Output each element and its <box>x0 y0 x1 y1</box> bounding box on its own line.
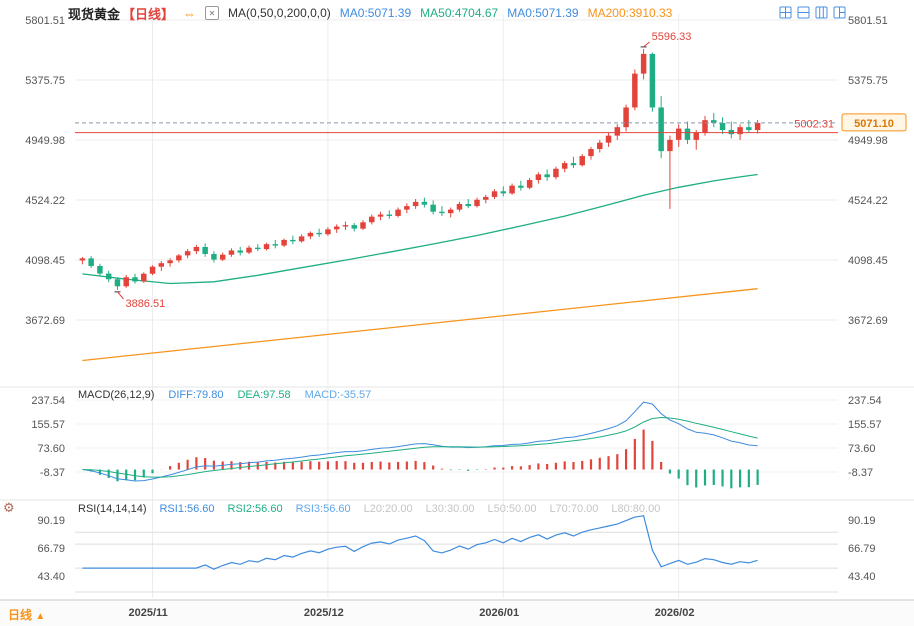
candlestick-series <box>79 48 761 290</box>
macd-title[interactable]: MACD(26,12,9) <box>78 389 155 401</box>
svg-text:3886.51: 3886.51 <box>125 298 165 310</box>
ma-lines <box>82 173 758 362</box>
date-label: 2025/11 <box>128 607 168 619</box>
svg-text:90.19: 90.19 <box>848 515 876 527</box>
svg-text:73.60: 73.60 <box>848 443 876 455</box>
macd-diff-value: DIFF:79.80 <box>168 389 224 401</box>
svg-text:-8.37: -8.37 <box>40 467 65 479</box>
caret-up-icon: ▲ <box>35 611 46 622</box>
svg-text:4949.98: 4949.98 <box>25 135 65 147</box>
ma-settings-label[interactable]: MA(0,50,0,200,0,0) <box>228 6 331 20</box>
svg-text:66.79: 66.79 <box>848 543 876 555</box>
svg-text:73.60: 73.60 <box>37 443 65 455</box>
svg-text:5002.31: 5002.31 <box>794 119 834 131</box>
svg-text:237.54: 237.54 <box>848 395 882 407</box>
macd-dea-value: DEA:97.58 <box>237 389 291 401</box>
rsi-level-70: L70:70.00 <box>549 503 599 515</box>
rsi-level-50: L50:50.00 <box>487 503 537 515</box>
annotations: 5002.31 5596.33 3886.51 <box>75 31 838 310</box>
chart-header: 现货黄金 【日线】 ⇔ ✕ MA(0,50,0,200,0,0) MA0:507… <box>68 0 672 26</box>
layout-toolbar <box>779 6 846 19</box>
grid <box>0 14 914 600</box>
ma0-value: MA0:5071.39 <box>339 6 412 20</box>
rsi2-value: RSI2:56.60 <box>227 503 283 515</box>
rsi-level-20: L20:20.00 <box>363 503 413 515</box>
svg-text:3672.69: 3672.69 <box>848 315 888 327</box>
svg-text:4949.98: 4949.98 <box>848 135 888 147</box>
date-label: 2025/12 <box>303 607 344 619</box>
rsi-level-80: L80:80.00 <box>611 503 661 515</box>
settings-icon[interactable]: ⚙ <box>3 500 15 515</box>
svg-text:5375.75: 5375.75 <box>25 75 65 87</box>
svg-text:5071.10: 5071.10 <box>854 118 894 130</box>
layout-right-split-icon[interactable] <box>833 6 846 19</box>
period-selector-label: 日线 <box>8 608 33 622</box>
layout-columns-icon[interactable] <box>815 6 828 19</box>
time-axis-bar: 2025/11 2025/12 2026/01 2026/02 日线 ▲ <box>0 600 914 626</box>
macd-macd-value: MACD:-35.57 <box>304 389 372 401</box>
svg-text:4098.45: 4098.45 <box>25 255 65 267</box>
symbol-title: 现货黄金 <box>68 6 121 22</box>
ma50-value: MA50:4704.67 <box>420 6 499 20</box>
svg-text:43.40: 43.40 <box>848 571 876 583</box>
rsi-axis: 90.19 90.19 66.79 66.79 43.40 43.40 <box>37 515 876 593</box>
rsi-label-row: RSI(14,14,14) RSI1:56.60 RSI2:56.60 RSI3… <box>78 503 660 515</box>
period-tag[interactable]: 【日线】 <box>122 6 175 22</box>
macd-label-row: MACD(26,12,9) DIFF:79.80 DEA:97.58 MACD:… <box>78 389 371 401</box>
svg-text:4524.22: 4524.22 <box>848 195 888 207</box>
svg-text:4098.45: 4098.45 <box>848 255 888 267</box>
svg-text:5596.33: 5596.33 <box>652 31 692 43</box>
ma200-value: MA200:3910.33 <box>587 6 673 20</box>
date-axis: 2025/11 2025/12 2026/01 2026/02 <box>0 601 914 626</box>
rsi1-value: RSI1:56.60 <box>159 503 215 515</box>
macd-histogram <box>90 429 759 489</box>
macd-axis: 237.54 237.54 155.57 155.57 73.60 73.60 -8.37 -… <box>31 395 881 479</box>
svg-text:3672.69: 3672.69 <box>25 315 65 327</box>
layout-rows-icon[interactable] <box>797 6 810 19</box>
rsi-level-30: L30:30.00 <box>425 503 475 515</box>
svg-text:43.40: 43.40 <box>37 571 65 583</box>
rsi3-value: RSI3:56.60 <box>295 503 351 515</box>
svg-text:5801.51: 5801.51 <box>848 15 888 27</box>
svg-text:90.19: 90.19 <box>37 515 65 527</box>
svg-text:66.79: 66.79 <box>37 543 65 555</box>
price-axis: 5801.51 5801.51 5375.75 5375.75 4949.98 4949.… <box>25 15 888 327</box>
period-selector[interactable]: 日线 ▲ <box>8 606 45 623</box>
ma-remove-icon[interactable]: ✕ <box>205 6 220 20</box>
svg-text:-8.37: -8.37 <box>848 467 873 479</box>
svg-text:5801.51: 5801.51 <box>25 15 65 27</box>
last-price-tag: 5071.10 <box>841 113 907 132</box>
svg-text:5375.75: 5375.75 <box>848 75 888 87</box>
rsi-line <box>82 515 758 570</box>
svg-text:4524.22: 4524.22 <box>25 195 65 207</box>
date-label: 2026/02 <box>654 607 695 619</box>
svg-text:237.54: 237.54 <box>31 395 65 407</box>
ma0-value-2: MA0:5071.39 <box>507 6 579 20</box>
compare-icon[interactable]: ⇔ <box>183 5 197 21</box>
rsi-title[interactable]: RSI(14,14,14) <box>78 503 147 515</box>
svg-text:155.57: 155.57 <box>31 419 65 431</box>
macd-lines <box>82 401 758 482</box>
layout-quad-icon[interactable] <box>779 6 792 19</box>
date-label: 2026/01 <box>479 607 520 619</box>
svg-text:155.57: 155.57 <box>848 419 882 431</box>
chart-canvas[interactable]: 5801.51 5801.51 5375.75 5375.75 4949.98 4949.… <box>0 0 914 600</box>
